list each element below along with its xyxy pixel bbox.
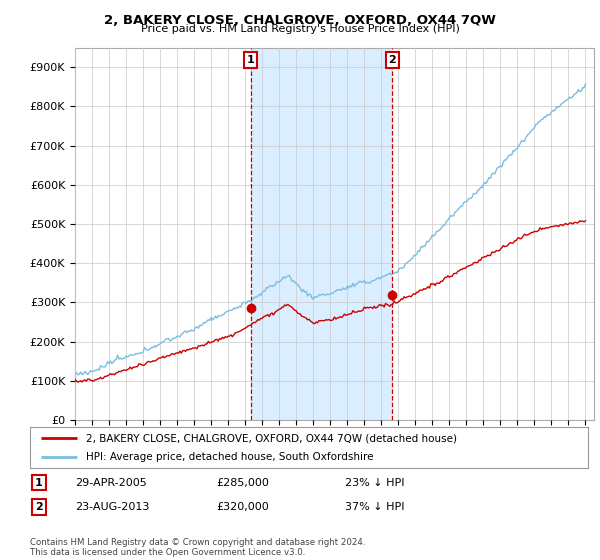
Text: £285,000: £285,000 — [216, 478, 269, 488]
Text: 1: 1 — [35, 478, 43, 488]
Text: £320,000: £320,000 — [216, 502, 269, 512]
Text: 1: 1 — [247, 55, 254, 65]
Text: 2, BAKERY CLOSE, CHALGROVE, OXFORD, OX44 7QW: 2, BAKERY CLOSE, CHALGROVE, OXFORD, OX44… — [104, 14, 496, 27]
Text: 23% ↓ HPI: 23% ↓ HPI — [345, 478, 404, 488]
Text: 29-APR-2005: 29-APR-2005 — [75, 478, 147, 488]
Text: Price paid vs. HM Land Registry's House Price Index (HPI): Price paid vs. HM Land Registry's House … — [140, 24, 460, 34]
Text: 23-AUG-2013: 23-AUG-2013 — [75, 502, 149, 512]
Text: HPI: Average price, detached house, South Oxfordshire: HPI: Average price, detached house, Sout… — [86, 452, 373, 461]
Text: 37% ↓ HPI: 37% ↓ HPI — [345, 502, 404, 512]
Text: 2: 2 — [388, 55, 396, 65]
Text: Contains HM Land Registry data © Crown copyright and database right 2024.
This d: Contains HM Land Registry data © Crown c… — [30, 538, 365, 557]
Bar — [251, 48, 392, 420]
Text: 2, BAKERY CLOSE, CHALGROVE, OXFORD, OX44 7QW (detached house): 2, BAKERY CLOSE, CHALGROVE, OXFORD, OX44… — [86, 433, 457, 443]
Text: 2: 2 — [35, 502, 43, 512]
